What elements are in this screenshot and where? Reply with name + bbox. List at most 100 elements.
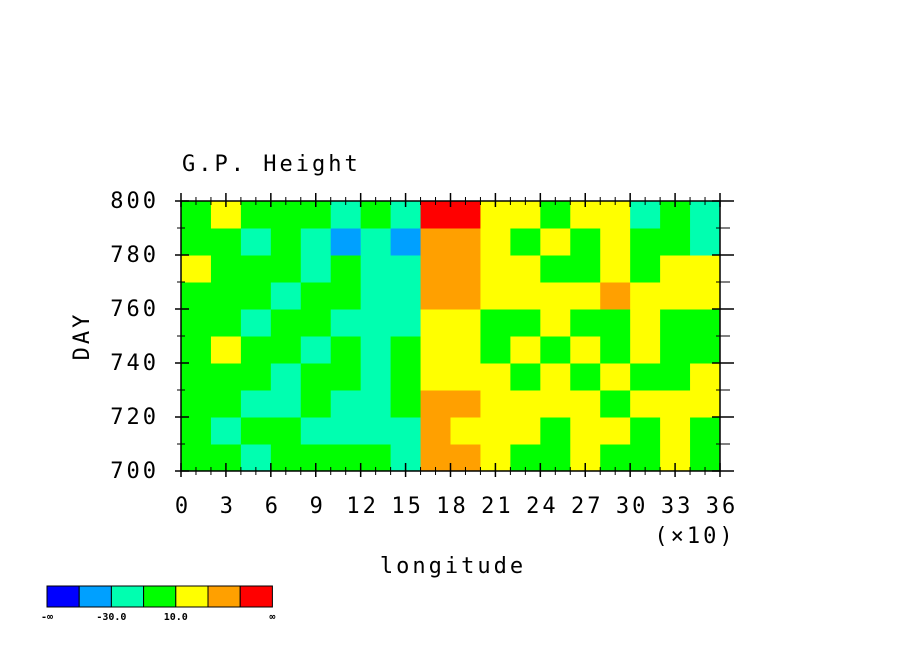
heatmap [181,201,721,472]
cell [570,336,601,364]
colorbar-box [110,585,145,608]
cell [450,201,481,229]
cell [210,336,242,364]
cell [690,417,721,445]
cell [690,228,721,256]
cell [660,309,691,337]
cell [360,417,392,445]
cell [181,444,212,472]
x-tick-label: 33 [661,494,694,519]
cell [390,309,422,337]
cell [450,309,481,337]
cell [660,363,691,391]
cell [300,363,332,391]
cell [210,309,242,337]
cell [420,336,451,364]
cell [540,309,571,337]
cell [600,417,631,445]
cell [330,417,362,445]
y-tick-label: 740 [110,351,159,376]
cell [240,417,272,445]
cell [630,309,661,337]
cell [270,282,302,310]
cell [600,444,631,472]
cell [690,390,721,418]
colorbar-label: -∞ [41,612,53,623]
cell [660,336,691,364]
cell [181,417,212,445]
cell [181,336,212,364]
cell [510,444,541,472]
cell [181,390,212,418]
cell [420,228,451,256]
cell [360,336,392,364]
cell [240,201,272,229]
cell [420,390,451,418]
cell [690,282,721,310]
colorbar-box [175,585,209,608]
cell [300,390,332,418]
cell [630,444,661,472]
x-tick-label: 9 [310,494,326,519]
cell [300,282,332,310]
cell [450,255,481,283]
cell [270,309,302,337]
cell [181,255,212,283]
cell [510,201,541,229]
cell [181,201,212,229]
x-scale-label: (×10) [654,524,735,549]
cell [420,417,451,445]
cell [330,363,362,391]
cell [270,390,302,418]
cell [240,228,272,256]
cell [420,255,451,283]
cell [240,444,272,472]
cell [420,444,451,472]
colorbar-box [78,585,112,608]
cell [210,417,242,445]
cell [510,282,541,310]
cell [270,255,302,283]
cell [360,444,392,472]
cell [181,309,212,337]
cell [270,228,302,256]
cell [510,228,541,256]
cell [420,363,451,391]
cell [570,228,601,256]
cell [420,201,451,229]
cell [390,228,422,256]
cell [660,255,691,283]
cell [330,309,362,337]
x-tick-label: 6 [265,494,281,519]
cell [450,336,481,364]
cell [450,228,481,256]
cell [510,417,541,445]
cell [330,201,362,229]
x-tick-label: 30 [616,494,649,519]
x-tick-label: 15 [391,494,424,519]
cell [330,444,362,472]
cell [300,336,332,364]
colorbar-label: 10.0 [164,612,188,623]
cell [630,228,661,256]
cell [600,336,631,364]
cell [630,282,661,310]
cell [360,228,392,256]
x-tick-label: 27 [571,494,604,519]
x-tick-label: 36 [706,494,739,519]
y-axis-label: DAY [70,312,95,361]
cell [270,417,302,445]
cell [360,282,392,310]
cell [330,255,362,283]
chart-title: G.P. Height [182,152,361,177]
cell [210,390,242,418]
cell [330,228,362,256]
cell [540,201,571,229]
cell [210,363,242,391]
cell [480,363,511,391]
cell [240,255,272,283]
cell [600,228,631,256]
cell [420,309,451,337]
x-tick-label: 3 [220,494,236,519]
cell [690,363,721,391]
